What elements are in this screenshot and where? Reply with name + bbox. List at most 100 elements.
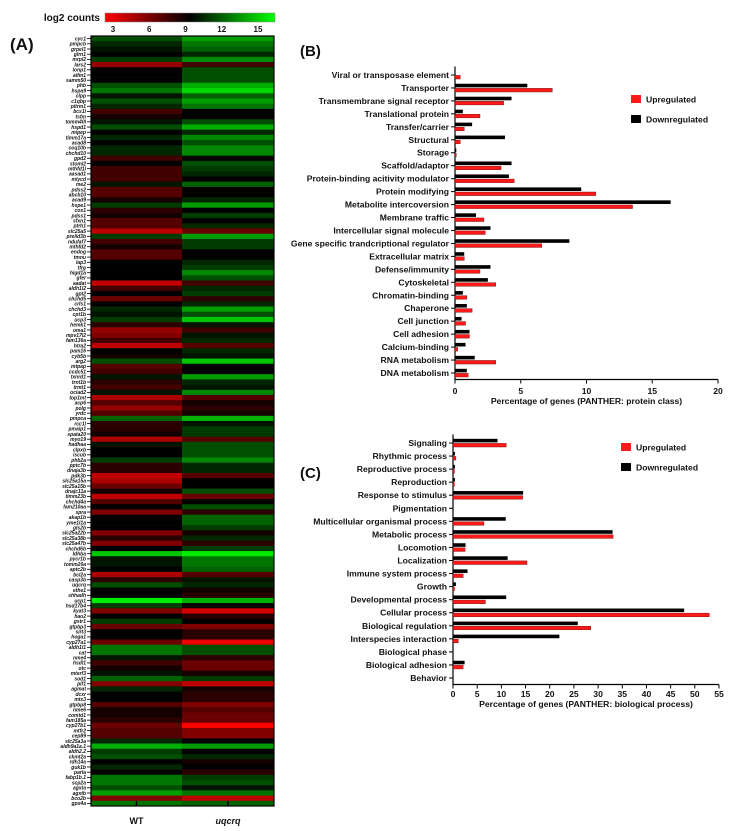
heatmap-cell-uqcrq [182, 639, 274, 646]
gene-label: coq10b [68, 146, 86, 152]
heatmap-cell-wt [91, 353, 182, 359]
category-label: Reproduction [391, 477, 447, 487]
gene-label: lars2 [74, 62, 86, 68]
bar-upregulated [452, 534, 614, 539]
bar-upregulated [452, 573, 464, 578]
heatmap-cell-wt [91, 405, 182, 411]
gene-label: parla [73, 770, 86, 776]
heatmap-cell-uqcrq [182, 540, 274, 547]
heatmap-cell-uqcrq [182, 571, 274, 578]
gene-label: pdss2 [71, 187, 87, 193]
x-tick-label: 15 [647, 386, 657, 396]
gene-label: aldh1l2 [69, 286, 86, 292]
heatmap-cell-wt [91, 400, 182, 406]
heatmap-cell-wt [91, 603, 182, 609]
heatmap-cell-wt [91, 779, 182, 786]
heatmap-cell-wt [91, 452, 182, 458]
heatmap-cell-uqcrq [182, 431, 274, 437]
heatmap-cell-wt [91, 342, 182, 349]
heatmap-cell-wt [91, 759, 182, 765]
gene-label: cyc1 [75, 36, 86, 42]
gene-label: fam210aa [63, 505, 86, 511]
bar-upregulated [452, 443, 507, 448]
bar-upregulated [454, 321, 466, 326]
category-label: Rhythmic process [372, 451, 447, 461]
gene-label: ckmt2a [69, 754, 86, 760]
heatmap-cell-uqcrq [182, 160, 274, 167]
gene-label: agxtb [73, 791, 86, 797]
heatmap-cell-uqcrq [182, 322, 274, 328]
gene-label: pmaip1 [67, 427, 86, 433]
category-label: Biological regulation [362, 621, 447, 631]
heatmap-cell-wt [91, 145, 182, 151]
gene-label: dcxr [75, 692, 87, 698]
heatmap-cell-uqcrq [182, 613, 274, 620]
category-label: Response to stimulus [358, 490, 448, 500]
heatmap-cell-wt [91, 207, 182, 214]
category-label: Cytoskeletal [398, 277, 449, 287]
gene-label: trmt1 [73, 385, 86, 391]
heatmap-cell-uqcrq [182, 46, 274, 52]
gene-label: agxta [73, 786, 86, 792]
heatmap-cell-wt [91, 389, 182, 396]
gene-label: fam136a [66, 338, 86, 344]
gene-label: dnaja3b [67, 468, 86, 474]
heatmap-cell-uqcrq [182, 748, 274, 755]
heatmap-cell-uqcrq [182, 166, 274, 172]
bar-downregulated [453, 608, 685, 613]
gene-label: clpxb [73, 447, 86, 453]
heatmap-cell-wt [91, 62, 182, 68]
bar-downregulated [455, 109, 463, 114]
heatmap-cell-uqcrq [182, 790, 274, 796]
x-tick-label: 15 [521, 689, 531, 699]
heatmap-cell-uqcrq [182, 400, 274, 406]
gene-label: samm50 [66, 78, 86, 84]
heatmap-cell-uqcrq [182, 51, 274, 58]
category-label: Cell junction [397, 316, 449, 326]
gene-label: agmat [71, 687, 86, 693]
heatmap-cell-wt [91, 290, 182, 297]
heatmap-cell-uqcrq [182, 134, 274, 141]
gene-label: mrpl2 [72, 57, 86, 63]
x-tick-label: 30 [593, 689, 603, 699]
heatmap-cell-wt [91, 681, 182, 687]
heatmap-cell-uqcrq [182, 389, 274, 396]
bar-upregulated [452, 547, 466, 552]
bar-upregulated [454, 178, 515, 183]
heatmap-cell-wt [91, 545, 182, 552]
bar-upregulated [454, 114, 481, 119]
category-label: Calcium-binding [382, 342, 449, 352]
bar-upregulated [454, 217, 485, 222]
heatmap-cell-uqcrq [182, 98, 274, 104]
heatmap-cell-wt [91, 790, 182, 796]
gene-label: top1mt [69, 395, 86, 401]
heatmap-cell-uqcrq [182, 280, 274, 287]
heatmap-cell-uqcrq [182, 545, 274, 552]
legend-label: Downregulated [646, 115, 708, 125]
heatmap-cell-wt [91, 72, 182, 78]
legend-label: Downregulated [636, 463, 698, 473]
gene-label: shhadh [68, 593, 86, 599]
bar-upregulated [454, 256, 465, 261]
gene-label: txnrd1 [71, 375, 87, 381]
heatmap-cell-uqcrq [182, 290, 274, 297]
bar-upregulated [454, 243, 542, 248]
heatmap-cell-uqcrq [182, 238, 274, 245]
heatmap-cell-uqcrq [182, 202, 274, 208]
bar-downregulated [453, 543, 466, 547]
gene-label: spata20 [67, 432, 86, 438]
category-label: Protein-binding acitivity modulator [307, 174, 450, 184]
heatmap-cell-uqcrq [182, 488, 274, 495]
legend-label: Upregulated [646, 95, 696, 105]
bar-upregulated [454, 204, 633, 209]
heatmap-cell-wt [91, 301, 182, 307]
heatmap-cell-wt [91, 717, 182, 724]
gene-label: ccdc51 [69, 369, 86, 375]
gene-label: hadhaa [68, 442, 86, 448]
heatmap-cell-wt [91, 613, 182, 620]
heatmap-cell-wt [91, 119, 182, 125]
gene-label: gstr1 [73, 619, 86, 625]
heatmap-cell-uqcrq [182, 374, 274, 380]
gene-label: casp3b [69, 577, 86, 583]
heatmap-cell-uqcrq [182, 701, 274, 708]
